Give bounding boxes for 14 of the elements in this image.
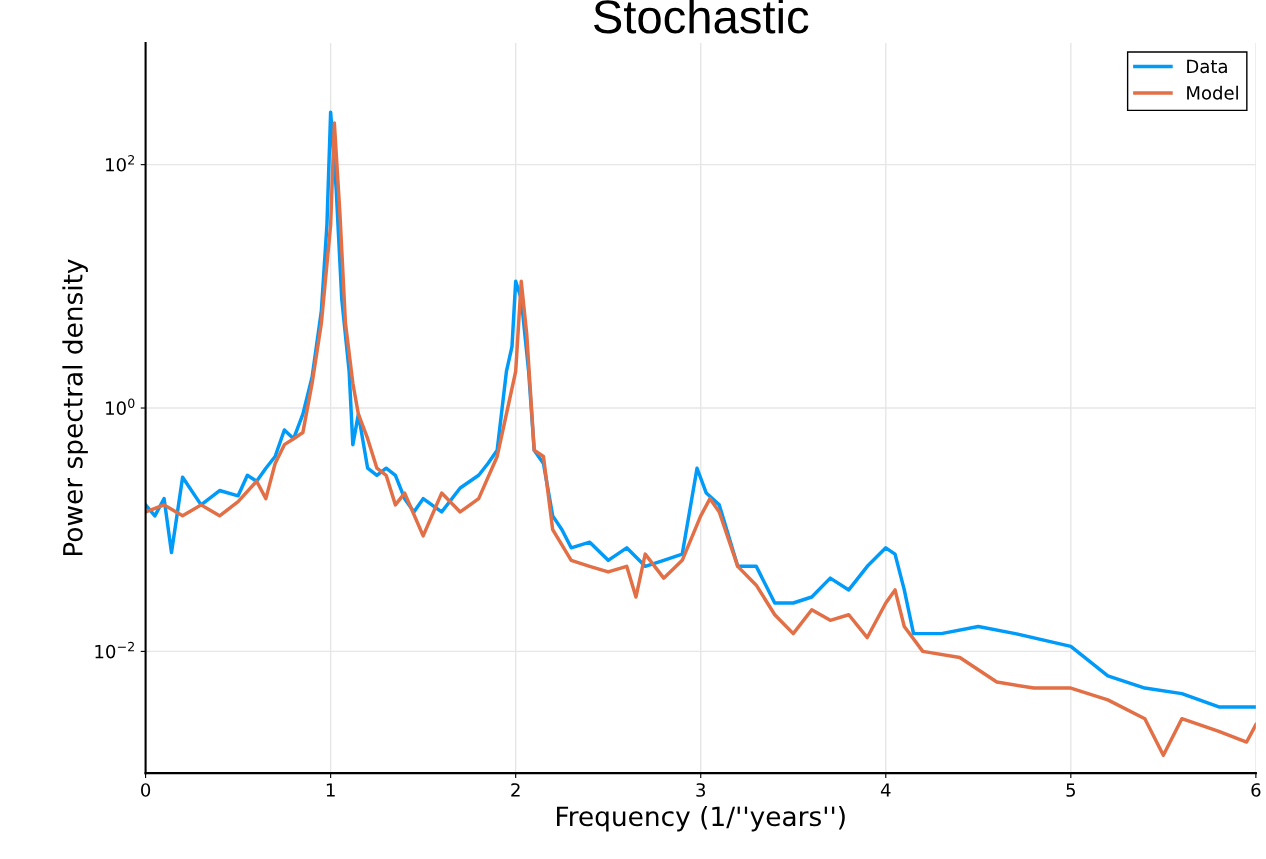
x-tick-label: 3 <box>696 783 706 797</box>
legend-label: Data <box>1187 59 1227 74</box>
x-tick-label: 0 <box>141 783 151 797</box>
x-axis-title: Frequency (1/''years'') <box>557 805 845 832</box>
x-tick-label: 4 <box>880 783 891 797</box>
x-tick-label: 2 <box>511 783 520 797</box>
x-tick-label: 5 <box>1066 783 1075 797</box>
y-tick-label: 10$^{2}$ <box>106 155 135 172</box>
x-tick-label: 1 <box>326 783 335 797</box>
y-tick-label: 10$^{−2}$ <box>95 641 134 659</box>
x-tick-label: 6 <box>1251 783 1261 797</box>
y-axis-title: Power spectral density <box>62 259 88 556</box>
y-tick-label: 10$^{0}$ <box>106 398 135 415</box>
legend-label: Model <box>1187 85 1238 100</box>
